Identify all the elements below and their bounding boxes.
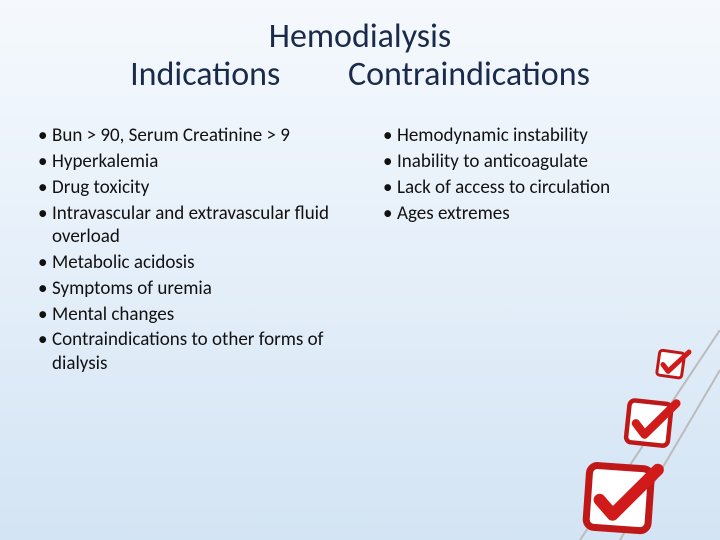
list-item: Intravascular and extravascular fluid ov… (38, 202, 345, 250)
title-main: Hemodialysis (30, 18, 690, 55)
list-item: Symptoms of uremia (38, 277, 345, 301)
list-item: Mental changes (38, 303, 345, 327)
contraindications-list: Hemodynamic instability Inability to ant… (375, 124, 690, 225)
list-item: Inability to anticoagulate (383, 150, 690, 174)
title-indications: Indications (130, 55, 280, 94)
slide: Hemodialysis Indications Contraindicatio… (0, 0, 720, 540)
list-item: Drug toxicity (38, 176, 345, 200)
checklist-icon (510, 330, 720, 540)
indications-list: Bun > 90, Serum Creatinine > 9 Hyperkale… (30, 124, 345, 376)
list-item: Lack of access to circulation (383, 176, 690, 200)
title-sub: Indications Contraindications (30, 55, 690, 94)
indications-column: Bun > 90, Serum Creatinine > 9 Hyperkale… (30, 124, 345, 378)
decorative-image (510, 330, 720, 540)
list-item: Hemodynamic instability (383, 124, 690, 148)
list-item: Hyperkalemia (38, 150, 345, 174)
title-contraindications: Contraindications (348, 55, 590, 94)
list-item: Bun > 90, Serum Creatinine > 9 (38, 124, 345, 148)
list-item: Metabolic acidosis (38, 251, 345, 275)
title-block: Hemodialysis Indications Contraindicatio… (30, 18, 690, 94)
list-item: Ages extremes (383, 202, 690, 226)
list-item: Contraindications to other forms of dial… (38, 328, 345, 376)
